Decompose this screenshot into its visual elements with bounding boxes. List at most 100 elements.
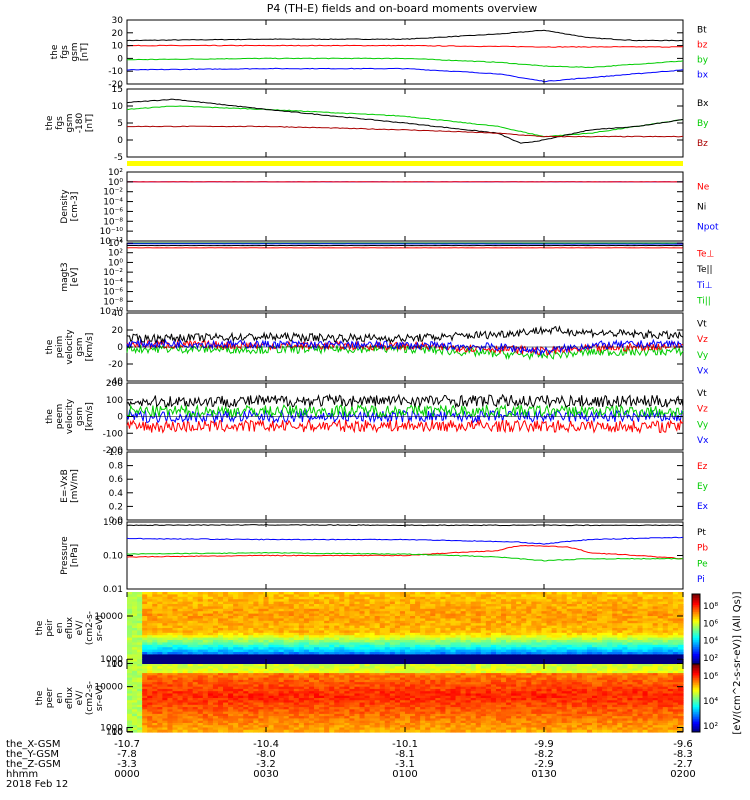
heatmap-cell [450, 625, 457, 629]
heatmap-cell [162, 682, 169, 685]
heatmap-cell [177, 616, 184, 619]
heatmap-cell [142, 668, 148, 672]
heatmap-cell [339, 664, 345, 667]
heatmap-cell [157, 691, 163, 695]
heatmap-cell [202, 594, 209, 598]
heatmap-cell [157, 695, 163, 699]
heatmap-cell [162, 628, 169, 631]
heatmap-cell [243, 698, 249, 701]
heatmap-cell [157, 718, 163, 722]
heatmap-cell [283, 713, 290, 717]
y-axis-label: the [45, 409, 55, 424]
heatmap-cell [435, 620, 441, 624]
series-line-Pe [126, 551, 684, 562]
heatmap-cell [273, 713, 280, 717]
heatmap-cell [278, 592, 285, 595]
series-line-Vy [126, 343, 684, 361]
heatmap-cell [354, 640, 361, 643]
heatmap-cell [364, 635, 371, 639]
heatmap-cell [253, 716, 260, 719]
heatmap-cell [288, 684, 295, 688]
series-line-Vz [126, 418, 684, 435]
heatmap-cell [394, 630, 401, 634]
heatmap-cell [288, 625, 295, 629]
heatmap-cell [147, 623, 153, 627]
heatmap-cell [485, 652, 492, 655]
heatmap-cell [495, 618, 502, 622]
heatmap-cell [253, 599, 260, 603]
heatmap-cell [253, 642, 260, 646]
heatmap-cell [293, 711, 300, 715]
heatmap-cell [217, 670, 224, 674]
heatmap-cell [157, 637, 163, 641]
heatmap-cell [622, 616, 628, 619]
heatmap-cell [566, 608, 573, 612]
heatmap-cell [157, 594, 163, 598]
heatmap-cell [298, 704, 305, 708]
heatmap-cell [627, 613, 634, 617]
heatmap-cell [485, 661, 492, 665]
heatmap-cell [506, 637, 512, 641]
heatmap-cell [677, 628, 684, 631]
heatmap-cell [283, 711, 290, 715]
heatmap-cell [506, 611, 512, 615]
heatmap-cell [258, 632, 265, 636]
heatmap-cell [556, 618, 563, 622]
heatmap-cell [516, 640, 522, 643]
heatmap-cell [430, 592, 436, 595]
heatmap-cell [243, 670, 249, 674]
heatmap-cell [288, 620, 295, 624]
heatmap-cell [202, 675, 209, 679]
heatmap-cell [339, 682, 345, 685]
heatmap-cell [258, 704, 265, 708]
heatmap-cell [258, 604, 265, 607]
heatmap-cell [303, 682, 310, 685]
heatmap-cell [551, 596, 558, 600]
heatmap-cell [410, 637, 416, 641]
heatmap-cell [207, 727, 214, 731]
heatmap-cell [319, 613, 325, 617]
heatmap-cell [268, 659, 275, 663]
heatmap-cell [233, 720, 239, 724]
heatmap-cell [581, 601, 588, 605]
heatmap-cell [298, 604, 305, 607]
heatmap-cell [177, 640, 184, 643]
heatmap-cell [157, 684, 163, 688]
heatmap-cell [324, 628, 330, 631]
heatmap-cell [344, 611, 350, 615]
heatmap-cell [546, 606, 553, 610]
heatmap-cell [622, 656, 628, 660]
heatmap-cell [172, 661, 179, 665]
heatmap-cell [223, 700, 229, 704]
heatmap-cell [475, 647, 482, 651]
heatmap-cell [283, 716, 290, 719]
heatmap-cell [501, 628, 507, 631]
heatmap-cell [319, 709, 325, 713]
heatmap-cell [394, 640, 401, 643]
heatmap-cell [657, 652, 664, 655]
heatmap-cell [556, 649, 563, 653]
heatmap-cell [622, 601, 628, 605]
heatmap-cell [551, 618, 558, 622]
heatmap-cell [192, 623, 199, 627]
heatmap-cell [662, 661, 669, 665]
heatmap-cell [344, 693, 350, 697]
heatmap-cell [506, 608, 512, 612]
heatmap-cell [501, 592, 507, 595]
heatmap-cell [212, 720, 219, 724]
heatmap-cell [263, 640, 270, 643]
heatmap-cell [349, 608, 356, 612]
heatmap-cell [273, 702, 280, 706]
heatmap-cell [217, 661, 224, 665]
heatmap-cell [137, 604, 143, 607]
heatmap-cell [475, 616, 482, 619]
heatmap-cell [359, 606, 366, 610]
heatmap-cell [551, 613, 558, 617]
heatmap-cell [278, 711, 285, 715]
heatmap-cell [283, 684, 290, 688]
heatmap-cell [632, 647, 639, 651]
heatmap-cell [657, 611, 664, 615]
heatmap-cell [511, 608, 517, 612]
y-tick-label: 1.0 [109, 448, 124, 458]
heatmap-cell [521, 640, 527, 643]
